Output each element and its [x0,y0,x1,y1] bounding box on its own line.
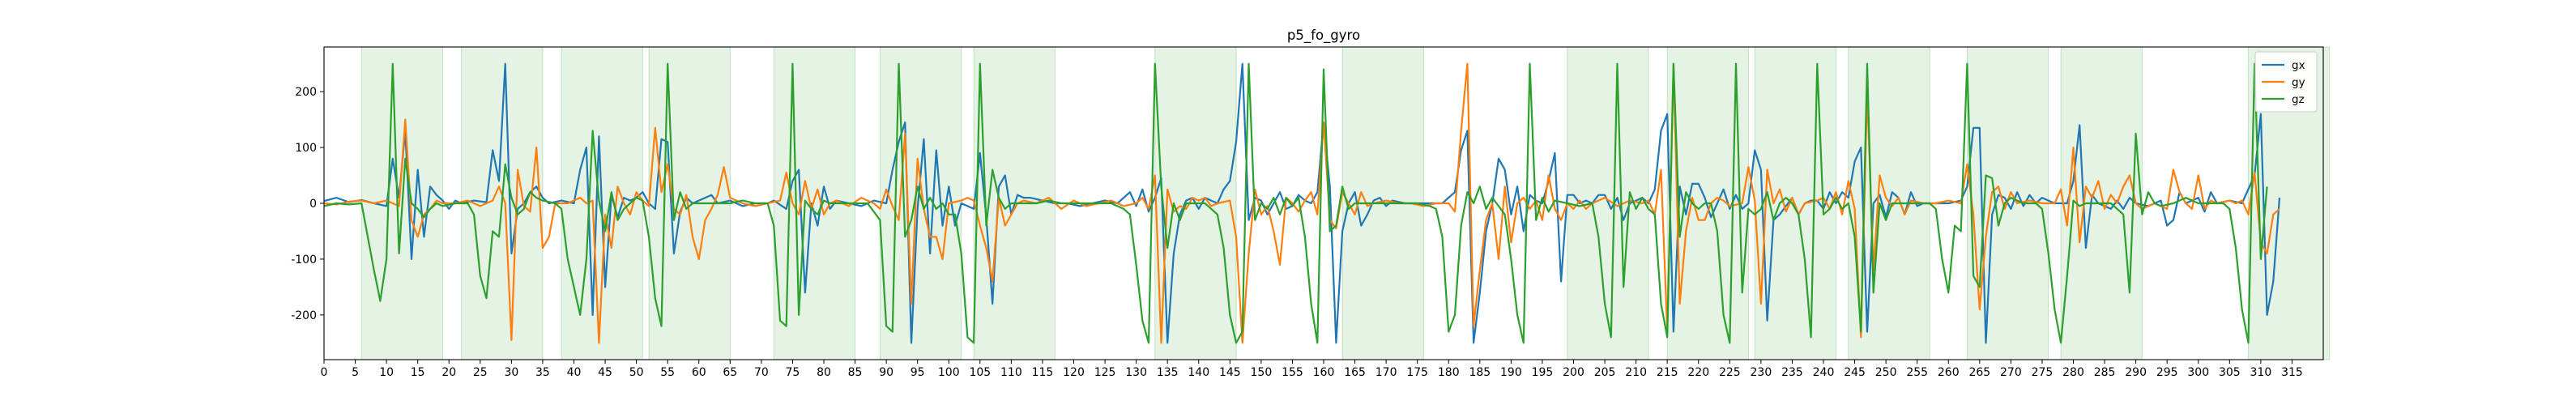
x-tick-label: 180 [1438,366,1460,379]
legend: gx gy gz [2254,51,2318,113]
x-tick-label: 305 [2219,366,2241,379]
x-tick-label: 220 [1687,366,1709,379]
x-tick-label: 230 [1751,366,1772,379]
x-tick-label: 280 [2062,366,2084,379]
x-tick-label: 110 [1000,366,1022,379]
x-tick-label: 85 [848,366,863,379]
x-tick-label: 200 [1563,366,1584,379]
x-tick-label: 225 [1719,366,1741,379]
y-tick-label: 100 [295,142,317,155]
x-tick-label: 120 [1063,366,1085,379]
x-tick-label: 55 [660,366,675,379]
x-tick-label: 195 [1532,366,1554,379]
x-tick-label: 210 [1625,366,1647,379]
x-tick-label: 255 [1906,366,1928,379]
x-tick-label: 245 [1844,366,1866,379]
legend-label-gz: gz [2292,93,2305,106]
x-tick-label: 150 [1251,366,1273,379]
x-tick-label: 5 [352,366,359,379]
x-tick-label: 315 [2281,366,2303,379]
x-tick-label: 175 [1406,366,1428,379]
x-tick-label: 0 [321,366,328,379]
x-tick-label: 145 [1219,366,1241,379]
x-tick-label: 155 [1282,366,1303,379]
x-tick-label: 135 [1157,366,1179,379]
y-tick-label: 200 [295,86,317,99]
x-tick-label: 285 [2094,366,2116,379]
x-tick-label: 300 [2187,366,2209,379]
legend-box [2254,51,2318,113]
x-axis-ticks: 0 5 10 15 20 25 30 35 40 45 50 55 60 65 70 75 80 85 90 95 10… [321,360,2303,379]
x-tick-label: 240 [1813,366,1835,379]
x-tick-label: 10 [379,366,394,379]
x-tick-label: 105 [969,366,991,379]
x-tick-label: 80 [817,366,831,379]
x-tick-label: 270 [2000,366,2022,379]
x-tick-label: 30 [504,366,518,379]
x-tick-label: 165 [1344,366,1366,379]
y-tick-label: -200 [291,309,317,322]
x-tick-label: 35 [535,366,550,379]
x-tick-label: 265 [1968,366,1990,379]
x-tick-label: 260 [1938,366,1960,379]
x-tick-label: 140 [1188,366,1209,379]
x-tick-label: 90 [879,366,893,379]
x-tick-label: 115 [1032,366,1054,379]
x-tick-label: 15 [411,366,425,379]
x-tick-label: 295 [2156,366,2178,379]
x-tick-label: 310 [2250,366,2272,379]
x-tick-label: 125 [1094,366,1116,379]
x-tick-label: 290 [2125,366,2147,379]
y-tick-label: 0 [309,198,317,211]
x-tick-label: 40 [567,366,582,379]
x-tick-label: 65 [723,366,737,379]
x-tick-label: 185 [1469,366,1491,379]
x-tick-label: 60 [692,366,706,379]
series-lines [323,62,2281,344]
x-tick-label: 100 [938,366,960,379]
x-tick-label: 95 [911,366,925,379]
x-tick-label: 215 [1657,366,1678,379]
legend-label-gy: gy [2292,76,2305,89]
x-tick-label: 70 [754,366,769,379]
chart-title: p5_fo_gyro [1287,28,1360,44]
x-tick-label: 25 [473,366,488,379]
series-line-gz [323,62,2268,344]
x-tick-label: 235 [1781,366,1803,379]
x-tick-label: 20 [441,366,456,379]
x-tick-label: 275 [2032,366,2054,379]
x-tick-label: 250 [1875,366,1897,379]
x-tick-label: 170 [1375,366,1397,379]
x-tick-label: 160 [1313,366,1335,379]
x-tick-label: 75 [786,366,800,379]
x-tick-label: 205 [1594,366,1616,379]
x-tick-label: 130 [1125,366,1147,379]
legend-label-gx: gx [2292,59,2305,72]
y-axis-ticks: -200 -100 0 100 200 [291,86,324,322]
x-tick-label: 190 [1500,366,1522,379]
x-tick-label: 50 [629,366,644,379]
y-tick-label: -100 [291,254,317,266]
x-tick-label: 45 [598,366,612,379]
